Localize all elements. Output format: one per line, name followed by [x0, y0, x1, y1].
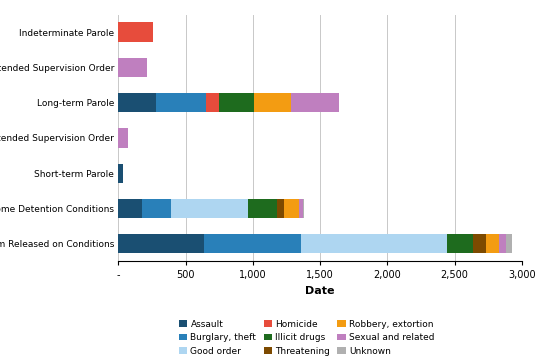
Legend: Assault, Burglary, theft, Good order, Homicide, Illicit drugs, Threatening, Robb: Assault, Burglary, theft, Good order, Ho… — [176, 317, 437, 359]
Bar — [499, 234, 506, 253]
Bar — [156, 93, 206, 113]
Bar — [485, 234, 499, 253]
Bar — [204, 234, 301, 253]
Bar — [118, 234, 204, 253]
Bar — [172, 199, 248, 218]
Bar — [118, 199, 142, 218]
Bar — [447, 234, 473, 253]
Bar — [142, 199, 172, 218]
Bar — [248, 199, 277, 218]
Bar — [254, 93, 291, 113]
Bar — [118, 128, 129, 148]
Bar — [301, 234, 447, 253]
Bar — [218, 93, 254, 113]
Bar — [206, 93, 218, 113]
Bar — [299, 199, 303, 218]
Bar — [291, 93, 339, 113]
Bar — [303, 199, 304, 218]
Bar — [118, 93, 156, 113]
Bar — [118, 58, 147, 77]
Bar — [506, 234, 512, 253]
Bar — [277, 199, 285, 218]
Bar — [285, 199, 299, 218]
Bar — [118, 163, 123, 183]
Bar — [473, 234, 485, 253]
X-axis label: Date: Date — [306, 286, 335, 296]
Bar — [118, 23, 153, 42]
